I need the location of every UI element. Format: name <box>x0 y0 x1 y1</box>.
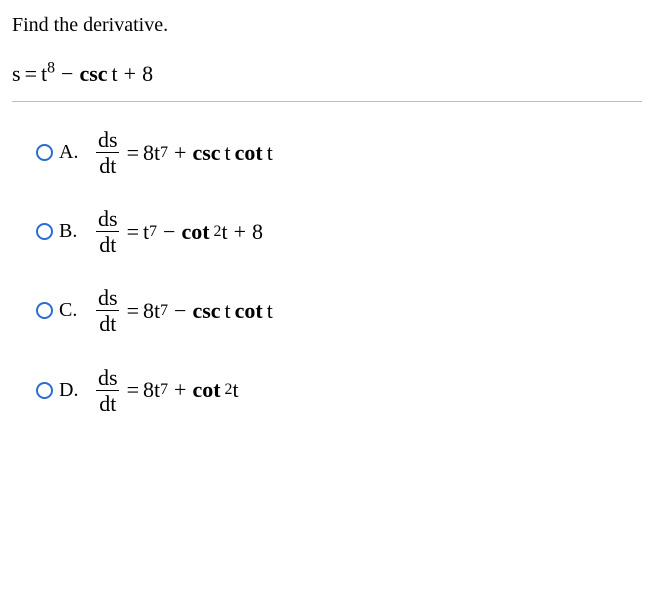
choice-label-a: A. <box>59 141 93 164</box>
frac-num: ds <box>95 286 121 310</box>
choice-c-expr: ds dt =8t7−csctcott <box>93 286 273 335</box>
choice-b[interactable]: B. ds dt =t7−cot2t+8 <box>36 207 642 256</box>
c-csc: csc <box>192 298 220 324</box>
a-csc: csc <box>192 140 220 166</box>
c-coef: 8 <box>143 298 154 324</box>
eq-lhs: s <box>12 61 21 86</box>
dsdt-frac: ds dt <box>95 366 121 415</box>
choice-label-d: D. <box>59 379 93 402</box>
radio-icon[interactable] <box>36 302 53 319</box>
a-tv1: t <box>225 140 231 166</box>
a-plus: + <box>168 140 192 166</box>
b-eight: 8 <box>252 219 263 245</box>
radio-icon[interactable] <box>36 223 53 240</box>
b-minus: − <box>157 219 181 245</box>
frac-num: ds <box>95 366 121 390</box>
choice-d[interactable]: D. ds dt =8t7+cot2t <box>36 366 642 415</box>
a-coef: 8 <box>143 140 154 166</box>
eq-csc: csc <box>79 61 107 86</box>
c-tv2: t <box>267 298 273 324</box>
d-cot: cot <box>192 377 220 403</box>
d-coef: 8 <box>143 377 154 403</box>
radio-icon[interactable] <box>36 382 53 399</box>
b-eq: = <box>127 219 139 245</box>
eq-tvar: t <box>112 61 118 86</box>
b-cot: cot <box>181 219 209 245</box>
choice-a[interactable]: A. ds dt =8t7+csctcott <box>36 128 642 177</box>
choice-label-c: C. <box>59 299 93 322</box>
c-minus: − <box>168 298 192 324</box>
eq-eq: = <box>25 61 37 86</box>
d-tv: t <box>232 377 238 403</box>
eq-exp8: 8 <box>47 60 55 77</box>
divider <box>12 101 642 102</box>
a-tv2: t <box>267 140 273 166</box>
choice-a-expr: ds dt =8t7+csctcott <box>93 128 273 177</box>
frac-den: dt <box>96 390 119 415</box>
frac-num: ds <box>95 207 121 231</box>
c-eq: = <box>127 298 139 324</box>
eq-eight: 8 <box>142 61 153 86</box>
choice-c[interactable]: C. ds dt =8t7−csctcott <box>36 286 642 335</box>
question-prompt: Find the derivative. <box>12 14 642 37</box>
frac-den: dt <box>96 152 119 177</box>
given-equation: s=t8−csct+8 <box>12 61 642 87</box>
radio-icon[interactable] <box>36 144 53 161</box>
a-eq: = <box>127 140 139 166</box>
eq-minus: − <box>55 61 79 86</box>
a-cot: cot <box>235 140 263 166</box>
d-plus: + <box>168 377 192 403</box>
choice-d-expr: ds dt =8t7+cot2t <box>93 366 239 415</box>
c-tv1: t <box>225 298 231 324</box>
dsdt-frac: ds dt <box>95 207 121 256</box>
choice-label-b: B. <box>59 220 93 243</box>
frac-num: ds <box>95 128 121 152</box>
choice-b-expr: ds dt =t7−cot2t+8 <box>93 207 263 256</box>
dsdt-frac: ds dt <box>95 286 121 335</box>
dsdt-frac: ds dt <box>95 128 121 177</box>
frac-den: dt <box>96 231 119 256</box>
c-cot: cot <box>235 298 263 324</box>
d-eq: = <box>127 377 139 403</box>
eq-plus: + <box>118 61 142 86</box>
choice-list: A. ds dt =8t7+csctcott B. ds dt =t7−cot2… <box>12 128 642 415</box>
b-plus: + <box>228 219 252 245</box>
frac-den: dt <box>96 310 119 335</box>
